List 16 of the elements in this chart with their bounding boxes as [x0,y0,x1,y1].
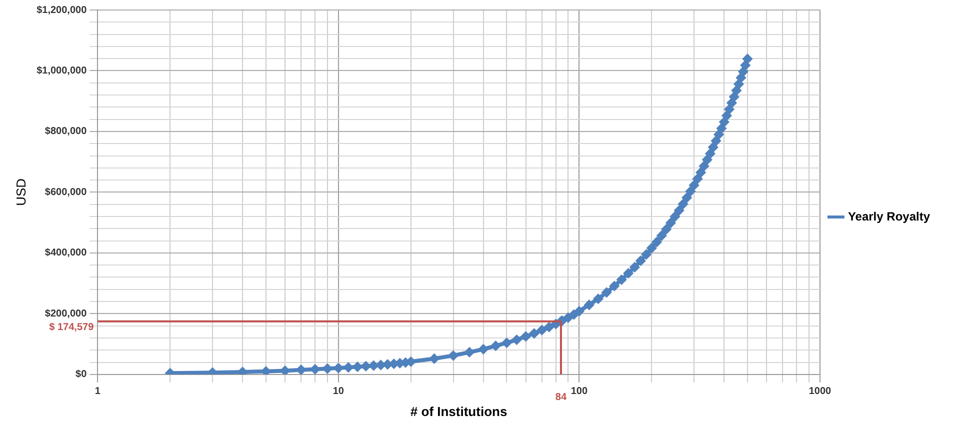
y-tick-label: $800,000 [44,126,88,138]
legend-label: Yearly Royalty [848,209,930,224]
x-tick-label: 1000 [808,386,832,398]
y-tick-label: $1,200,000 [36,4,88,16]
y-tick-label: $0 [76,369,88,380]
x-tick-label: 10 [332,386,344,398]
ref-line-label: $ 174,579 [49,322,94,334]
y-tick-label: $200,000 [44,308,88,320]
y-axis-title: USD [13,178,28,206]
y-tick-label: $1,000,000 [36,65,88,76]
ref-line-label: 84 [555,392,567,404]
y-tick-label: $400,000 [44,248,88,259]
x-tick-label: 1 [94,386,101,398]
x-axis-title: # of Institutions [410,404,508,419]
y-tick-label: $600,000 [44,186,88,198]
x-tick-label: 100 [570,386,588,398]
